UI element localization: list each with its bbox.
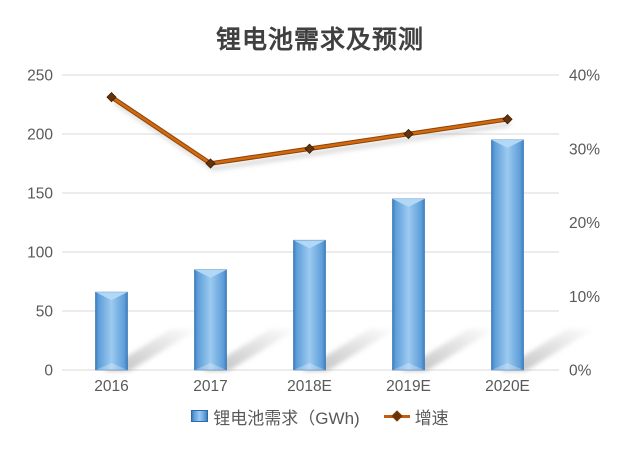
y-left-tick-250: 250: [27, 68, 53, 85]
bar-bottom-bevel-2020E: [491, 363, 524, 370]
growth-marker-2016: [106, 92, 117, 103]
bar-top-bevel-2016: [95, 292, 128, 301]
legend-diamond-icon: [391, 409, 403, 422]
y-right-tick-30%: 30%: [569, 141, 600, 158]
x-tick-2018E: 2018E: [287, 378, 332, 395]
y-left-tick-150: 150: [27, 186, 53, 203]
bar-2018E: [293, 239, 326, 371]
growth-marker-2017: [205, 158, 216, 169]
growth-line-shadow: [113, 100, 511, 171]
growth-marker-2019E: [403, 128, 414, 140]
chart-title: 锂电池需求及预测: [215, 26, 424, 54]
chart-legend: 锂电池需求（GWh) 增速: [0, 400, 640, 432]
legend-growth-label: 增速: [414, 408, 449, 428]
y-right-tick-10%: 10%: [569, 289, 600, 306]
bar-bottom-bevel-2016: [95, 363, 128, 370]
y-left-tick-100: 100: [27, 245, 53, 262]
bar-bottom-bevel-2017: [194, 363, 227, 370]
bar-top-bevel-2018E: [293, 240, 326, 249]
bar-bottom-bevel-2018E: [293, 363, 326, 370]
bar-2019E: [392, 198, 425, 371]
growth-marker-2020E: [502, 114, 513, 125]
bar-2016: [95, 291, 128, 371]
legend-bar-swatch-icon: [191, 410, 209, 422]
x-tick-2020E: 2020E: [485, 378, 530, 395]
chart-canvas: 0 50 100 150 200 250 0% 10% 20% 30% 40% 2016 2017 201…: [27, 68, 600, 396]
y-right-tick-20%: 20%: [569, 215, 600, 232]
x-tick-2016: 2016: [94, 378, 128, 395]
legend-line-marker-icon: [383, 409, 410, 422]
bar-top-bevel-2017: [194, 269, 227, 278]
y-left-tick-0: 0: [44, 363, 53, 380]
growth-marker-2018E: [304, 143, 315, 154]
legend-demand-label: 锂电池需求（GWh): [213, 408, 360, 428]
y-right-tick-40%: 40%: [569, 68, 600, 85]
y-right-tick-0%: 0%: [569, 363, 592, 380]
y-left-tick-200: 200: [27, 127, 53, 144]
bar-bottom-bevel-2019E: [392, 363, 425, 370]
bar-top-bevel-2020E: [491, 139, 524, 148]
x-tick-2019E: 2019E: [386, 378, 431, 395]
bar-top-bevel-2019E: [392, 198, 425, 207]
legend-item-demand: 锂电池需求（GWh): [191, 404, 360, 429]
x-tick-2017: 2017: [193, 378, 227, 395]
legend-item-growth: 增速: [383, 404, 449, 429]
bar-2017: [194, 269, 227, 371]
bar-2020E: [491, 139, 524, 371]
y-left-tick-50: 50: [36, 304, 54, 321]
